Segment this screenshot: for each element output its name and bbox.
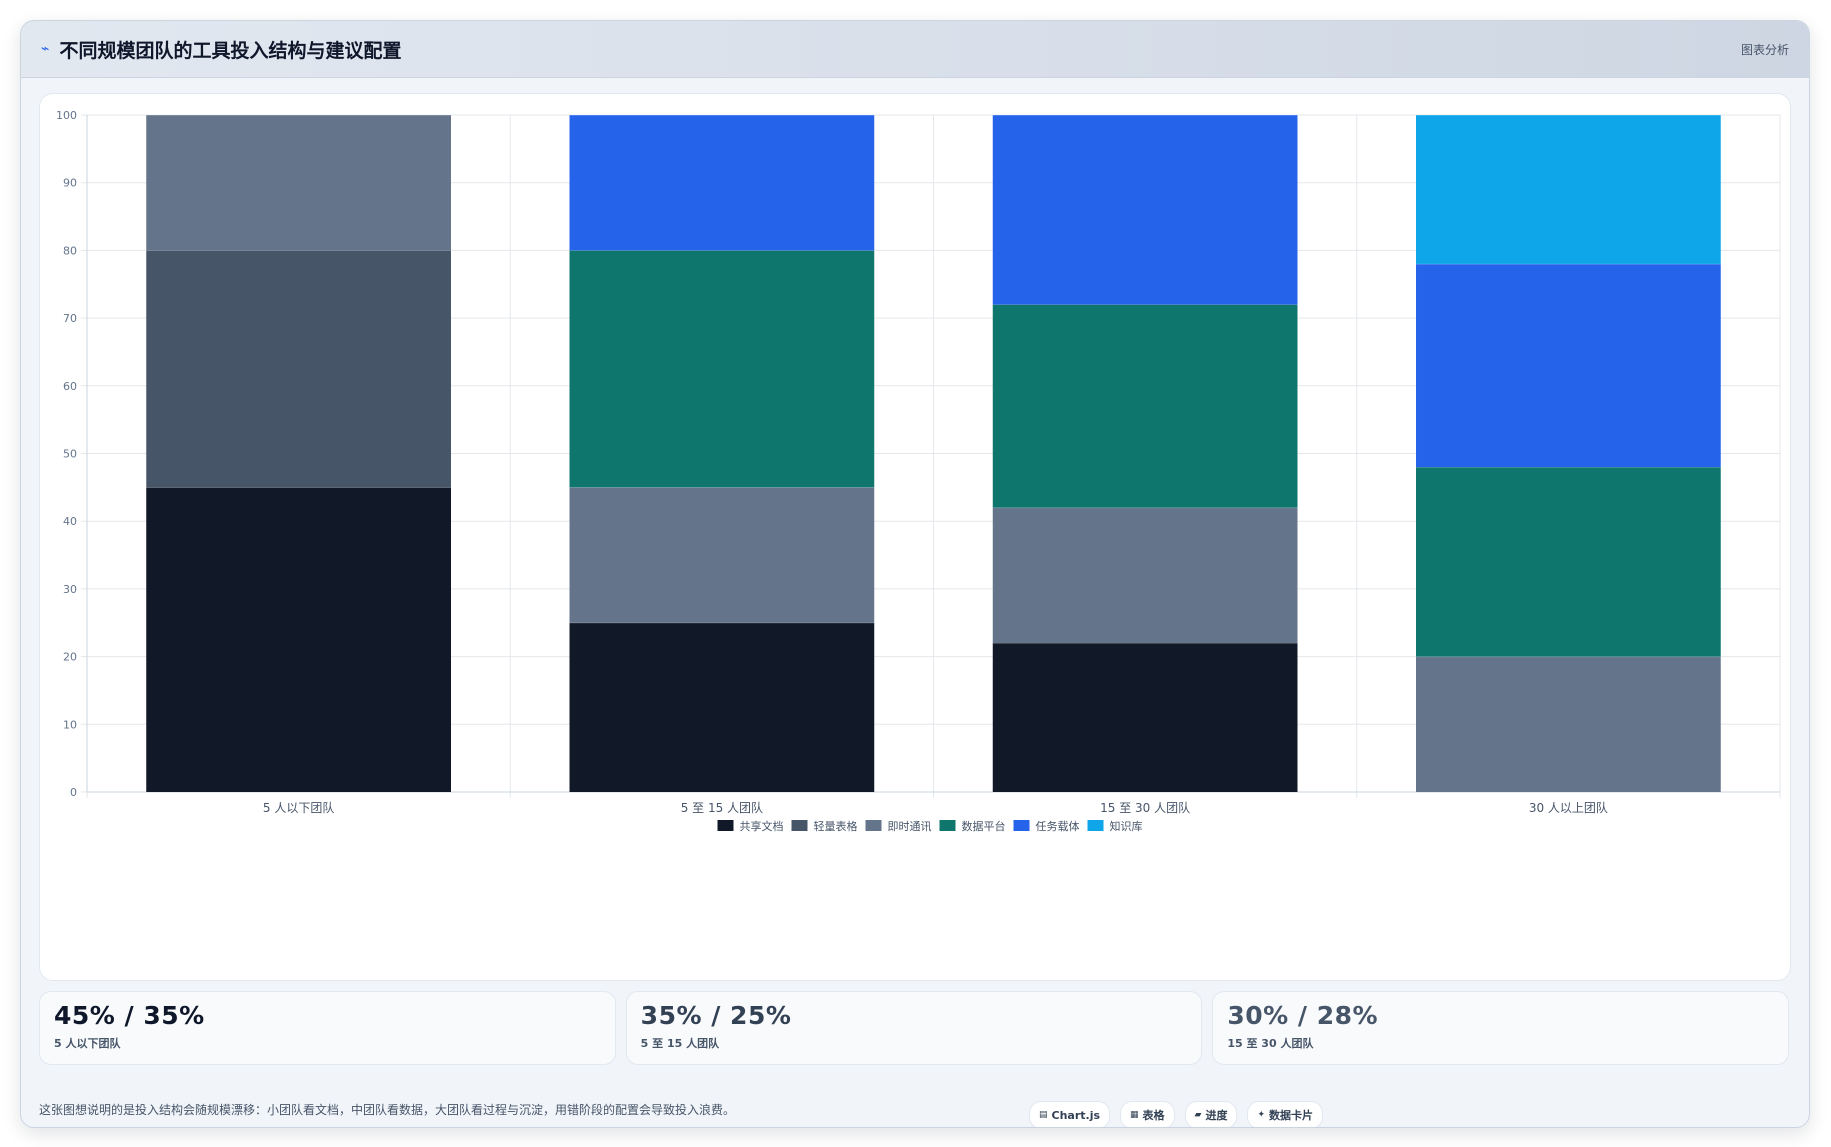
x-tick-label: 30 人以上团队 bbox=[1529, 800, 1608, 815]
chip-chartjs[interactable]: ▤ Chart.js bbox=[1029, 1101, 1111, 1127]
chip-table[interactable]: ▦ 表格 bbox=[1120, 1101, 1175, 1127]
stat-cards: 45% / 35% 5 人以下团队 35% / 25% 5 至 15 人团队 3… bbox=[39, 991, 1790, 1065]
bar-segment bbox=[1416, 467, 1721, 657]
bar-segment bbox=[146, 487, 451, 792]
chip-label: 数据卡片 bbox=[1269, 1109, 1314, 1122]
legend-label: 轻量表格 bbox=[814, 819, 858, 833]
y-tick-label: 40 bbox=[63, 515, 77, 528]
chart-card: 0 10 20 30 40 50 60 70 80 90 100 5 人以下团队 5 至 15 人团队 1… bbox=[39, 93, 1791, 981]
sparkle-icon: ✦ bbox=[1257, 1110, 1266, 1120]
stat-value: 30% / 28% bbox=[1227, 1001, 1379, 1030]
trend-line-icon: ⌁ bbox=[41, 41, 50, 57]
bar-segment bbox=[569, 622, 875, 792]
chart-analysis-tag: 图表分析 bbox=[1740, 42, 1789, 57]
bar-segment bbox=[569, 487, 875, 623]
bar-segment bbox=[992, 643, 1298, 792]
y-tick-label: 0 bbox=[70, 786, 77, 799]
bar-segment bbox=[1416, 263, 1721, 468]
bar-segment bbox=[1416, 115, 1721, 264]
bar-segment bbox=[992, 115, 1298, 305]
chart-icon: ▤ bbox=[1039, 1110, 1048, 1120]
stat-value: 35% / 25% bbox=[640, 1001, 792, 1030]
chip-progress[interactable]: ▰ 进度 bbox=[1184, 1101, 1238, 1127]
progress-icon: ▰ bbox=[1194, 1110, 1202, 1120]
bar-segment bbox=[569, 250, 875, 488]
y-tick-label: 20 bbox=[63, 651, 77, 664]
chip-label: 表格 bbox=[1142, 1109, 1165, 1122]
tech-chips: ▤ Chart.js ▦ 表格 ▰ 进度 ✦ 数据卡片 bbox=[1029, 1101, 1324, 1127]
y-tick-label: 70 bbox=[63, 312, 77, 325]
footer: 这张图想说明的是投入结构会随规模漂移：小团队看文档，中团队看数据，大团队看过程与… bbox=[39, 1077, 1789, 1127]
legend-label: 即时通讯 bbox=[888, 820, 932, 833]
stat-label: 15 至 30 人团队 bbox=[1227, 1036, 1314, 1050]
legend-label: 知识库 bbox=[1110, 819, 1143, 833]
title-group: ⌁ 不同规模团队的工具投入结构与建议配置 bbox=[41, 36, 401, 63]
legend-label: 共享文档 bbox=[740, 819, 784, 833]
bar-segment bbox=[992, 507, 1298, 644]
stat-value: 45% / 35% bbox=[54, 1001, 205, 1030]
chip-data-card[interactable]: ✦ 数据卡片 bbox=[1247, 1101, 1324, 1127]
x-tick-label: 5 至 15 人团队 bbox=[681, 800, 763, 815]
bar-segment bbox=[569, 115, 875, 251]
bar-segment bbox=[146, 250, 451, 488]
legend-swatch bbox=[791, 820, 808, 831]
legend-swatch bbox=[1087, 820, 1104, 831]
bar-segment bbox=[992, 304, 1298, 508]
y-tick-label: 60 bbox=[63, 380, 77, 393]
y-tick-label: 90 bbox=[63, 177, 77, 190]
stat-card: 45% / 35% 5 人以下团队 bbox=[39, 991, 616, 1065]
bar-segment bbox=[1416, 656, 1721, 792]
table-icon: ▦ bbox=[1130, 1110, 1139, 1120]
stacked-bar-chart: 0 10 20 30 40 50 60 70 80 90 100 5 人以下团队 5 至 15 人团队 1… bbox=[56, 109, 1781, 833]
legend-swatch bbox=[939, 820, 956, 831]
stat-label: 5 人以下团队 bbox=[54, 1036, 121, 1050]
page-title: 不同规模团队的工具投入结构与建议配置 bbox=[59, 39, 402, 62]
y-tick-label: 100 bbox=[56, 109, 77, 122]
y-tick-label: 10 bbox=[63, 718, 77, 731]
x-tick-label: 5 人以下团队 bbox=[263, 800, 334, 815]
legend-label: 数据平台 bbox=[962, 819, 1006, 833]
legend-swatch bbox=[717, 820, 734, 831]
y-tick-label: 50 bbox=[63, 448, 77, 461]
stat-label: 5 至 15 人团队 bbox=[640, 1036, 720, 1050]
stat-card: 35% / 25% 5 至 15 人团队 bbox=[625, 991, 1203, 1065]
y-tick-label: 80 bbox=[63, 244, 77, 257]
legend-label: 任务载体 bbox=[1036, 819, 1080, 833]
legend-swatch bbox=[1013, 820, 1030, 831]
x-tick-label: 15 至 30 人团队 bbox=[1100, 800, 1190, 815]
y-tick-label: 30 bbox=[63, 583, 77, 596]
chip-label: 进度 bbox=[1205, 1109, 1228, 1122]
footer-note: 这张图想说明的是投入结构会随规模漂移：小团队看文档，中团队看数据，大团队看过程与… bbox=[39, 1103, 736, 1117]
legend-swatch bbox=[865, 820, 882, 831]
stat-card: 30% / 28% 15 至 30 人团队 bbox=[1212, 991, 1790, 1065]
dashboard-window: ⌁ 不同规模团队的工具投入结构与建议配置 图表分析 0 10 20 30 40 50 60 7… bbox=[20, 20, 1810, 1128]
chip-label: Chart.js bbox=[1051, 1108, 1101, 1122]
panel-header: ⌁ 不同规模团队的工具投入结构与建议配置 图表分析 bbox=[21, 21, 1809, 78]
bar-segment bbox=[146, 115, 451, 251]
